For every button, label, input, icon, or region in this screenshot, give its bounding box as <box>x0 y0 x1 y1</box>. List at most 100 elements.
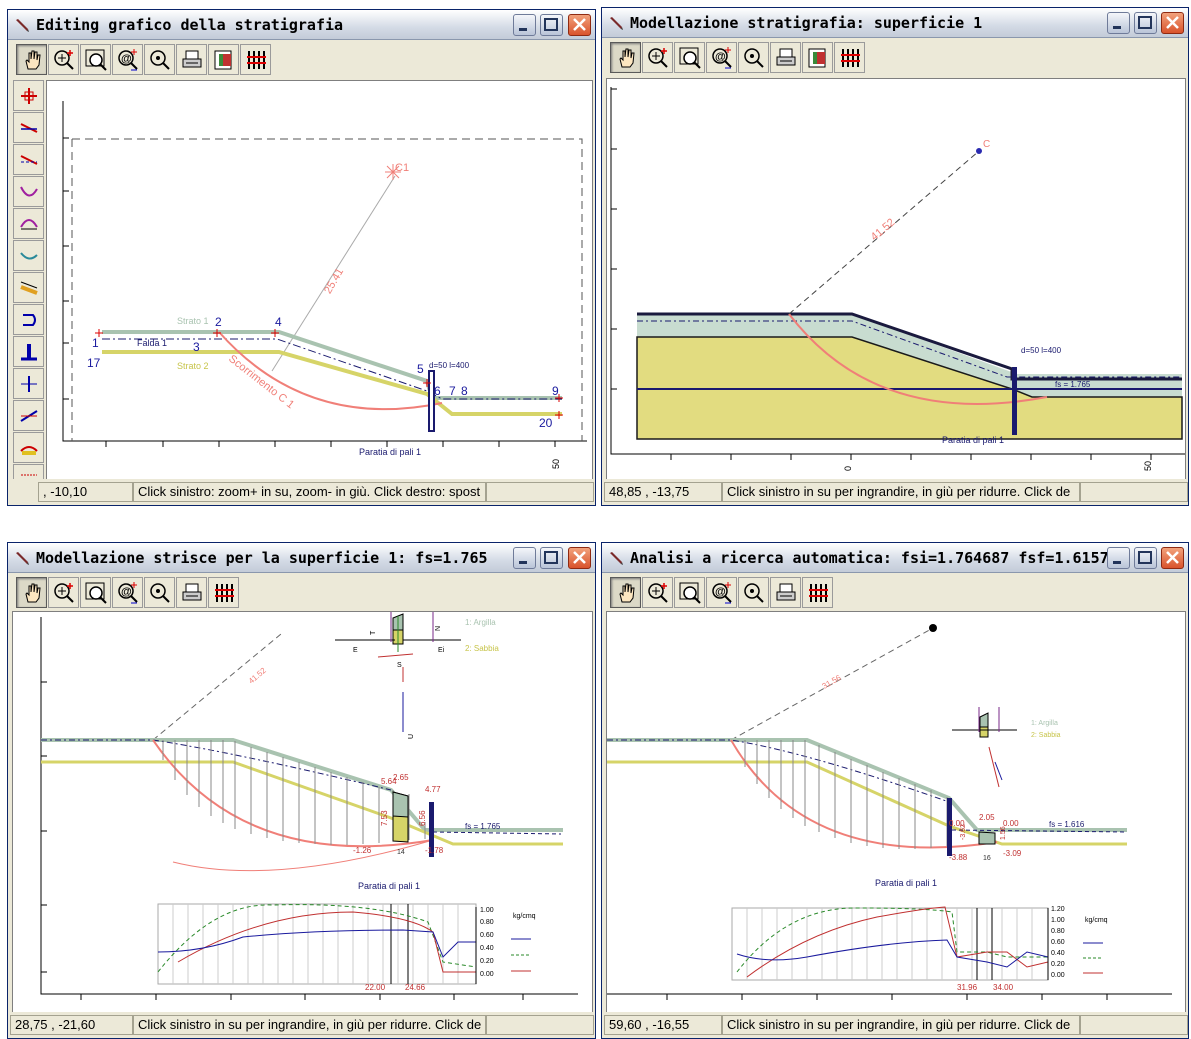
minimize-button[interactable] <box>1107 547 1130 569</box>
zoom-in-button[interactable] <box>48 44 79 75</box>
pan-hand-button[interactable] <box>610 42 641 73</box>
export-icon <box>214 50 231 69</box>
maximize-button[interactable] <box>540 14 563 36</box>
tool-draw-arc[interactable] <box>13 208 44 239</box>
layers-button[interactable] <box>834 42 865 73</box>
layers-button[interactable] <box>240 44 271 75</box>
close-button[interactable] <box>1161 12 1184 34</box>
drawing-canvas[interactable]: 0 50 C 41.52 d=50 l=400 fs = 1.765 Parat… <box>606 78 1186 481</box>
fs-label: fs = 1.765 <box>465 822 501 831</box>
zoom-in-button[interactable] <box>642 577 673 608</box>
stress-series-green <box>736 907 1048 973</box>
close-button[interactable] <box>568 547 591 569</box>
strato2-label: Strato 2 <box>177 361 209 371</box>
pan-hand-button[interactable] <box>16 44 47 75</box>
tool-draw-line[interactable] <box>13 112 44 143</box>
tool-surcharge[interactable] <box>13 432 44 463</box>
minimize-button[interactable] <box>513 547 536 569</box>
drawing-canvas[interactable]: 31.56 0.00 2.05 0.00 -3.62 -3.88 1.56 -3… <box>606 611 1186 1016</box>
pan-hand-button[interactable] <box>16 577 47 608</box>
axis-tick-0: 0 <box>843 466 853 471</box>
layers-button[interactable] <box>802 577 833 608</box>
zoom-in-button[interactable] <box>642 42 673 73</box>
window-modellazione-strisce[interactable]: Modellazione strisce per la superficie 1… <box>7 542 596 1039</box>
maximize-button[interactable] <box>1134 12 1157 34</box>
force-ei-label: Ei <box>438 647 445 654</box>
zoom-all-button[interactable] <box>738 577 769 608</box>
zoom-plus-minus-button[interactable]: @ <box>112 577 143 608</box>
zoom-plus-minus-button[interactable]: @ <box>112 44 143 75</box>
tool-draw-slip[interactable] <box>13 240 44 271</box>
close-button[interactable] <box>1161 547 1184 569</box>
pan-hand-button[interactable] <box>610 577 641 608</box>
control-points <box>95 329 563 419</box>
title-bar[interactable]: Modellazione strisce per la superficie 1… <box>8 543 595 573</box>
status-extra <box>486 482 594 502</box>
layers-button[interactable] <box>208 577 239 608</box>
axis-ticks <box>611 88 1152 460</box>
axis-ticks <box>63 137 556 447</box>
tool-anchor[interactable] <box>13 304 44 335</box>
stress-chart-markers <box>976 908 993 980</box>
window-title: Modellazione strisce per la superficie 1… <box>36 549 488 567</box>
title-bar[interactable]: Editing grafico della stratigrafia <box>8 10 595 40</box>
status-message: Click sinistro: zoom+ in su, zoom- in gi… <box>133 482 486 502</box>
print-button[interactable] <box>176 44 207 75</box>
export-button[interactable] <box>802 42 833 73</box>
title-bar[interactable]: Analisi a ricerca automatica: fsi=1.7646… <box>602 543 1188 573</box>
zoom-window-button[interactable] <box>80 577 111 608</box>
close-button[interactable] <box>568 14 591 36</box>
title-bar[interactable]: Modellazione stratigrafia: superficie 1 <box>602 8 1188 38</box>
zoom-all-button[interactable] <box>144 44 175 75</box>
zoom-window-button[interactable] <box>80 44 111 75</box>
zoom-in-button[interactable] <box>48 577 79 608</box>
tool-add-point[interactable] <box>13 80 44 111</box>
window-editing-grafico[interactable]: Editing grafico della stratigrafia @ <box>7 9 596 506</box>
strips-drawing: 41.52 5.64 2.65 4.77 7.53 6.56 -1.26 -1.… <box>40 610 578 1000</box>
strato1-label: Strato 1 <box>177 316 209 326</box>
minimize-button[interactable] <box>1107 12 1130 34</box>
export-button[interactable] <box>208 44 239 75</box>
stratigraphy-model: 0 50 C 41.52 d=50 l=400 fs = 1.765 Parat… <box>610 87 1185 471</box>
strip-top-value: 2.05 <box>979 813 995 822</box>
svg-text:1.20: 1.20 <box>1051 906 1065 913</box>
zoom-all-button[interactable] <box>738 42 769 73</box>
status-bar: 28,75 , -21,60 Click sinistro in su per … <box>8 1012 595 1038</box>
maximize-button[interactable] <box>540 547 563 569</box>
center-label: C1 <box>395 162 409 174</box>
tool-draw-falda[interactable] <box>13 144 44 175</box>
zoom-plus-minus-button[interactable]: @ <box>706 42 737 73</box>
status-message: Click sinistro in su per ingrandire, in … <box>133 1015 486 1035</box>
tool-draw-load[interactable] <box>13 272 44 303</box>
radius-line <box>730 627 934 741</box>
drawing-canvas[interactable]: 50 C1 25.41 1 17 2 3 4 5 6 7 <box>46 80 593 480</box>
tool-tieback[interactable] <box>13 368 44 399</box>
zoom-all-icon <box>743 582 764 603</box>
window-modellazione-stratigrafia[interactable]: Modellazione stratigrafia: superficie 1 … <box>601 7 1189 506</box>
window-analisi-ricerca-automatica[interactable]: Analisi a ricerca automatica: fsi=1.7646… <box>601 542 1189 1039</box>
zoom-all-button[interactable] <box>144 577 175 608</box>
svg-text:5: 5 <box>417 362 424 376</box>
zoom-window-button[interactable] <box>674 577 705 608</box>
maximize-button[interactable] <box>1134 547 1157 569</box>
zoom-plus-minus-button[interactable]: @ <box>706 577 737 608</box>
minimize-button[interactable] <box>513 14 536 36</box>
strato2-line <box>102 350 562 416</box>
drawing-canvas[interactable]: 41.52 5.64 2.65 4.77 7.53 6.56 -1.26 -1.… <box>12 610 593 1016</box>
print-button[interactable] <box>770 42 801 73</box>
tool-paratia[interactable] <box>13 336 44 367</box>
axis-lines <box>40 617 578 995</box>
svg-text:4: 4 <box>275 315 282 329</box>
status-extra <box>1080 482 1188 502</box>
zoom-window-button[interactable] <box>674 42 705 73</box>
arc-tool-icon <box>19 218 38 229</box>
app-pencil-icon <box>610 17 623 30</box>
line-tool-icon <box>20 122 37 133</box>
tool-reinforcement[interactable] <box>13 400 44 431</box>
print-button[interactable] <box>176 577 207 608</box>
tool-draw-curve[interactable] <box>13 176 44 207</box>
svg-text:0.20: 0.20 <box>480 958 494 965</box>
print-button[interactable] <box>770 577 801 608</box>
window-title: Modellazione stratigrafia: superficie 1 <box>630 14 983 32</box>
v-l2-value: -3.62 <box>960 824 967 840</box>
